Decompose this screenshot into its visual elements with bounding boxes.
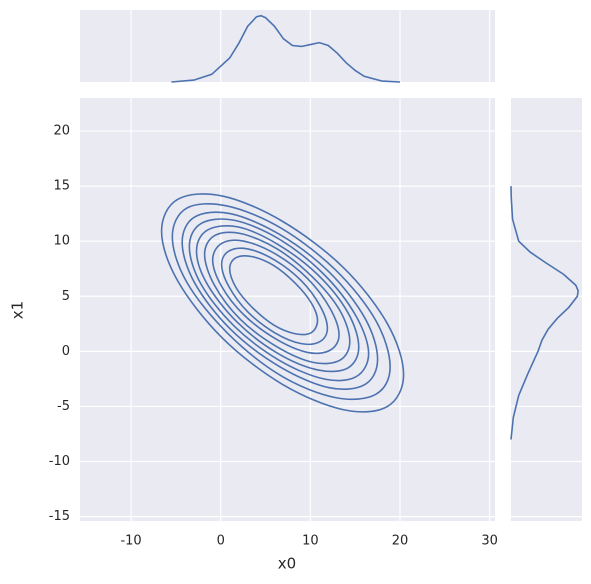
contour-line — [195, 225, 360, 373]
x-axis-label: x0 — [278, 555, 296, 573]
x-tick-label: 10 — [302, 534, 319, 549]
y-tick-label: 20 — [53, 124, 70, 139]
y-axis-label: x1 — [9, 301, 27, 319]
contour-line — [188, 218, 370, 382]
contour-line — [220, 247, 329, 346]
x-tick-label: -10 — [120, 534, 141, 549]
y-tick-label: 10 — [53, 234, 70, 249]
marginal-kde-curve — [171, 14, 401, 83]
right-marginal-background — [511, 98, 582, 521]
x-tick-label: 0 — [217, 534, 225, 549]
x-tick-label: 20 — [392, 534, 409, 549]
marginal-kde-curve — [510, 186, 579, 440]
x-tick-label: 30 — [481, 534, 498, 549]
contour-line — [203, 231, 351, 365]
y-tick-label: 5 — [62, 289, 70, 304]
y-tick-label: -10 — [49, 454, 70, 469]
y-tick-label: 0 — [62, 344, 70, 359]
marks — [160, 14, 579, 440]
top-marginal-background — [80, 10, 495, 82]
contour-line — [228, 255, 319, 336]
contour-line — [181, 211, 379, 391]
grid — [80, 10, 582, 521]
y-tick-label: -5 — [57, 399, 70, 414]
y-tick-label: 15 — [53, 179, 70, 194]
main-axes-background — [80, 98, 495, 521]
contour-line — [171, 203, 391, 401]
contour-line — [211, 239, 340, 355]
contour-line — [160, 193, 405, 413]
y-tick-label: -15 — [49, 509, 70, 524]
